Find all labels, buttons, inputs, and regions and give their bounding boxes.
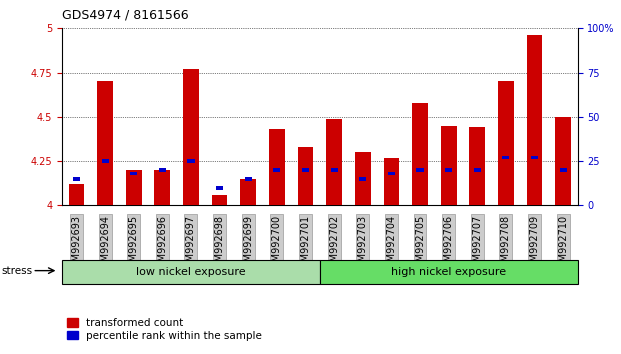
Bar [555,117,571,205]
Bar [273,168,281,172]
Bar [527,35,543,205]
Legend: transformed count, percentile rank within the sample: transformed count, percentile rank withi… [67,318,262,341]
Bar [502,156,509,160]
Bar [412,103,428,205]
Bar [216,185,223,190]
Bar [330,168,338,172]
Bar [68,184,84,205]
Bar [384,158,399,205]
Text: GDS4974 / 8161566: GDS4974 / 8161566 [62,9,189,22]
Bar [417,168,424,172]
Bar [188,159,194,163]
Bar [441,126,456,205]
Bar [245,177,252,181]
Bar [183,69,199,205]
Bar [240,179,256,205]
FancyBboxPatch shape [320,260,578,284]
Text: stress: stress [1,266,32,276]
Bar [155,170,170,205]
Bar [212,195,227,205]
Bar [297,147,314,205]
Bar [469,127,485,205]
Bar [302,168,309,172]
Bar [269,129,285,205]
Bar [126,170,142,205]
Bar [560,168,567,172]
Bar [159,168,166,172]
Bar [326,119,342,205]
Bar [531,156,538,160]
FancyBboxPatch shape [62,260,320,284]
Text: low nickel exposure: low nickel exposure [136,267,246,277]
Bar [97,81,113,205]
Bar [474,168,481,172]
Bar [359,177,366,181]
Bar [355,152,371,205]
Bar [445,168,452,172]
Bar [101,159,109,163]
Bar [498,81,514,205]
Bar [388,172,395,176]
Bar [130,172,137,176]
Text: high nickel exposure: high nickel exposure [391,267,506,277]
Bar [73,177,80,181]
